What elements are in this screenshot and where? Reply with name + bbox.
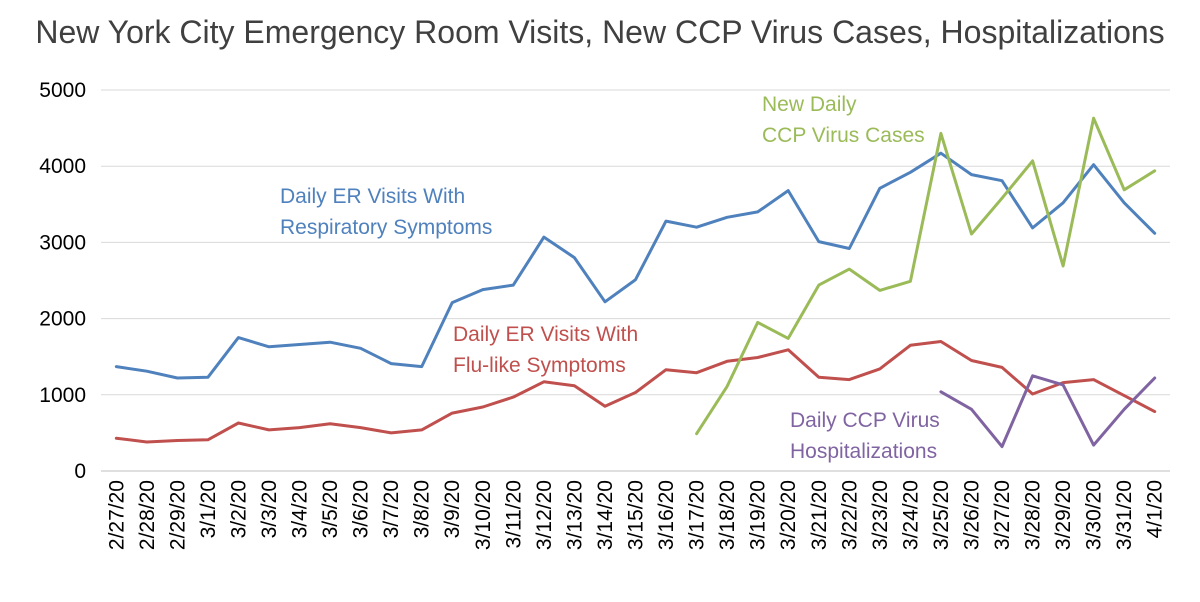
annotation-line: Daily ER Visits With <box>280 185 465 208</box>
x-tick-label: 3/1/20 <box>197 480 220 538</box>
x-tick-label: 3/5/20 <box>319 480 342 538</box>
annotation-line: Respiratory Symptoms <box>280 216 492 239</box>
annotation-line: Hospitalizations <box>790 440 937 463</box>
annotation-label: New Daily CCP Virus Cases <box>762 93 925 147</box>
x-tick-label: 3/7/20 <box>380 480 403 538</box>
annotation-line: Daily CCP Virus <box>790 409 940 432</box>
x-tick-label: 3/18/20 <box>716 480 739 550</box>
x-tick-label: 3/26/20 <box>960 480 983 550</box>
x-tick-label: 3/10/20 <box>472 480 495 550</box>
x-tick-label: 3/2/20 <box>227 480 250 538</box>
annotations: Daily ER Visits With Respiratory Symptoms… <box>280 93 940 463</box>
x-axis-ticks: 2/27/20 2/28/20 2/29/20 3/1/20 3/2/20 3/3/20 3… <box>105 480 1166 550</box>
annotation-label: Daily ER Visits With Respiratory Symptoms <box>280 185 492 239</box>
x-tick-label: 3/30/20 <box>1083 480 1106 550</box>
annotation-line: Daily ER Visits With <box>453 323 638 346</box>
annotation-label: Daily CCP Virus Hospitalizations <box>790 409 940 463</box>
x-tick-label: 3/27/20 <box>991 480 1014 550</box>
x-tick-label: 4/1/20 <box>1144 480 1167 538</box>
x-tick-label: 2/27/20 <box>105 480 128 550</box>
series-line-2 <box>695 116 1157 436</box>
y-tick-label: 0 <box>74 460 86 483</box>
x-tick-label: 3/15/20 <box>625 480 648 550</box>
y-tick-label: 5000 <box>39 79 86 102</box>
y-tick-label: 1000 <box>39 384 86 407</box>
x-tick-label: 3/11/20 <box>502 480 525 549</box>
x-tick-label: 3/4/20 <box>289 480 312 538</box>
x-tick-label: 3/16/20 <box>655 480 678 550</box>
x-tick-label: 3/25/20 <box>930 480 953 550</box>
x-tick-label: 3/23/20 <box>869 480 892 550</box>
annotation-line: CCP Virus Cases <box>762 124 925 147</box>
series-line-0 <box>114 151 1157 380</box>
annotation-line: Flu-like Symptoms <box>453 354 626 377</box>
x-tick-label: 3/14/20 <box>594 480 617 550</box>
x-tick-label: 2/28/20 <box>136 480 159 550</box>
annotation-label: Daily ER Visits With Flu-like Symptoms <box>453 323 638 377</box>
x-tick-label: 3/24/20 <box>899 480 922 550</box>
x-tick-label: 3/17/20 <box>686 480 709 550</box>
y-axis-ticks: 0 1000 2000 3000 4000 5000 <box>39 79 86 483</box>
x-tick-label: 3/13/20 <box>563 480 586 550</box>
x-tick-label: 3/8/20 <box>411 480 434 538</box>
y-tick-label: 4000 <box>39 155 86 178</box>
x-tick-label: 3/31/20 <box>1113 480 1136 550</box>
series-line-3 <box>939 374 1157 449</box>
x-tick-label: 3/28/20 <box>1022 480 1045 550</box>
x-tick-label: 3/3/20 <box>258 480 281 538</box>
x-tick-label: 3/20/20 <box>777 480 800 550</box>
x-tick-label: 3/29/20 <box>1052 480 1075 550</box>
y-tick-label: 3000 <box>39 231 86 254</box>
x-tick-label: 3/19/20 <box>747 480 770 550</box>
series-lines <box>114 116 1157 449</box>
y-tick-label: 2000 <box>39 308 86 331</box>
x-tick-label: 3/12/20 <box>533 480 556 550</box>
x-tick-label: 3/22/20 <box>838 480 861 550</box>
gridlines <box>101 89 1170 472</box>
x-tick-label: 3/9/20 <box>441 480 464 538</box>
x-tick-label: 3/6/20 <box>350 480 373 538</box>
series-line-1 <box>114 340 1157 444</box>
chart-title: New York City Emergency Room Visits, New… <box>35 14 1165 50</box>
annotation-line: New Daily <box>762 93 857 116</box>
x-tick-label: 2/29/20 <box>166 480 189 550</box>
x-tick-label: 3/21/20 <box>808 480 831 550</box>
